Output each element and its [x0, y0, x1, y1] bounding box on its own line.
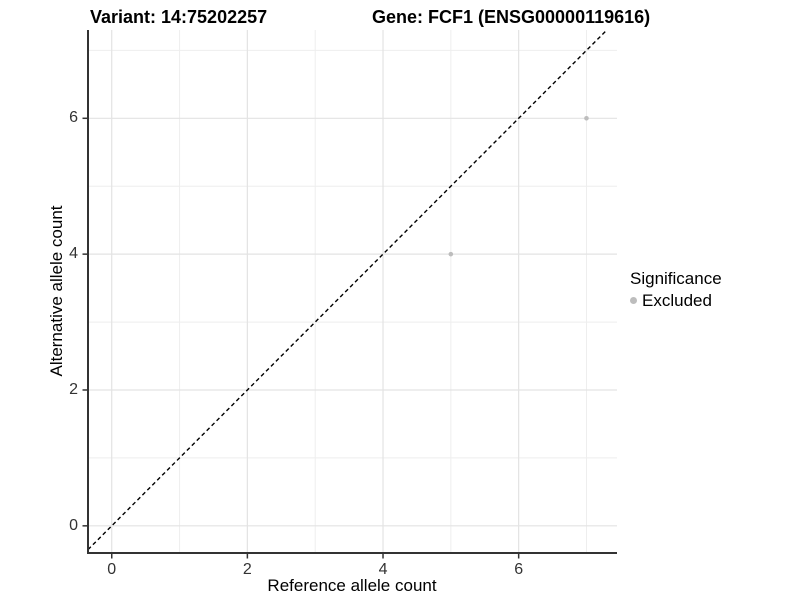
- gene-title: Gene: FCF1 (ENSG00000119616): [372, 7, 651, 27]
- identity-line: [87, 29, 608, 551]
- y-axis-tick-label: 4: [69, 245, 78, 263]
- y-axis-title: Alternative allele count: [47, 205, 66, 377]
- y-axis-tick-label: 0: [69, 516, 78, 534]
- legend-item-label: Excluded: [642, 291, 712, 310]
- variant-title: Variant: 14:75202257: [90, 7, 268, 27]
- legend: Significance Excluded: [630, 268, 722, 311]
- y-axis-tick-label: 6: [69, 109, 78, 127]
- y-axis-tick-label: 2: [69, 380, 78, 398]
- legend-title: Significance: [630, 269, 722, 288]
- x-axis-tick-label: 0: [107, 561, 117, 578]
- legend-point-icon: [630, 297, 637, 304]
- data-point: [584, 115, 589, 121]
- data-point: [448, 251, 454, 257]
- x-axis-title: Reference allele count: [267, 576, 437, 595]
- legend-item-excluded: Excluded: [630, 290, 722, 311]
- x-axis-tick-label: 4: [378, 561, 388, 578]
- x-axis-tick-label: 6: [514, 561, 524, 578]
- x-axis-tick-label: 2: [242, 561, 252, 578]
